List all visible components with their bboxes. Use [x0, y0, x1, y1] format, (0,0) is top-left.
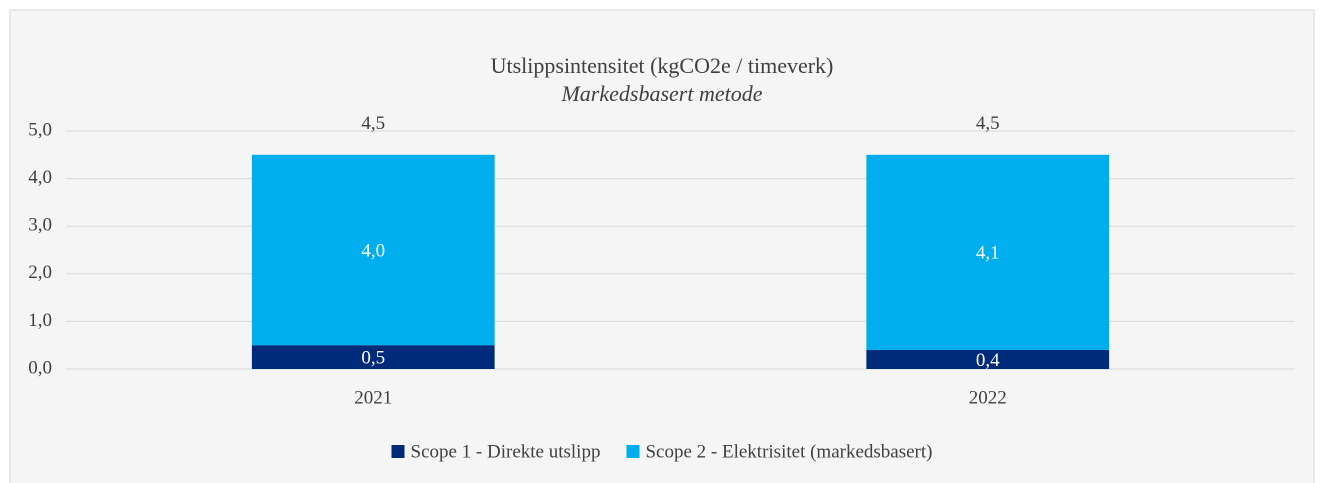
- bar-segment: [866, 349, 1110, 369]
- data-label: 4,1: [976, 243, 1000, 264]
- legend-label: Scope 1 - Direkte utslipp: [411, 441, 601, 462]
- chart-title: Utslippsintensitet (kgCO2e / timeverk): [491, 53, 834, 78]
- y-tick-label: 4,0: [28, 167, 52, 188]
- total-label: 4,5: [361, 113, 385, 134]
- chart-subtitle: Markedsbasert metode: [560, 81, 762, 106]
- y-tick-label: 5,0: [28, 119, 52, 140]
- bar-segment: [251, 345, 495, 369]
- bar-segment: [866, 154, 1110, 350]
- legend-swatch: [626, 445, 640, 458]
- y-tick-label: 1,0: [28, 310, 52, 331]
- y-tick-label: 0,0: [28, 357, 52, 378]
- data-label: 0,4: [976, 350, 1000, 371]
- total-label: 4,5: [976, 113, 1000, 134]
- legend-swatch: [391, 445, 405, 458]
- x-tick-label: 2022: [969, 387, 1007, 408]
- x-tick-label: 2021: [354, 387, 392, 408]
- y-tick-label: 3,0: [28, 215, 52, 236]
- data-label: 0,5: [361, 347, 385, 368]
- data-label: 4,0: [361, 240, 385, 261]
- y-tick-label: 2,0: [28, 262, 52, 283]
- legend-label: Scope 2 - Elektrisitet (markedsbasert): [645, 441, 932, 462]
- bar-segment: [251, 154, 495, 346]
